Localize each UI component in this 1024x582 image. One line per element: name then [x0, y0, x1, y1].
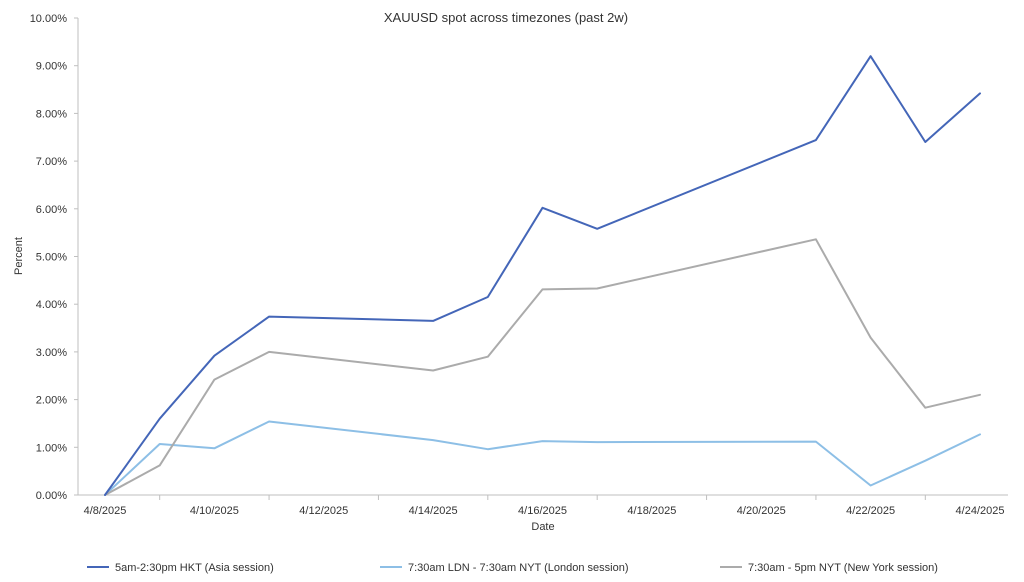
y-tick-label: 8.00%	[36, 108, 67, 120]
x-tick-label: 4/16/2025	[518, 505, 567, 517]
y-tick-label: 0.00%	[36, 490, 67, 502]
legend-label: 5am-2:30pm HKT (Asia session)	[115, 562, 274, 574]
x-tick-label: 4/20/2025	[737, 505, 786, 517]
x-tick-label: 4/22/2025	[846, 505, 895, 517]
y-tick-label: 2.00%	[36, 395, 67, 407]
y-tick-label: 10.00%	[30, 13, 68, 25]
legend-label: 7:30am - 5pm NYT (New York session)	[748, 562, 938, 574]
series-line-2	[104, 238, 981, 496]
y-tick-label: 4.00%	[36, 299, 67, 311]
y-axis-label: Percent	[13, 237, 25, 275]
x-tick-label: 4/8/2025	[84, 505, 127, 517]
x-tick-label: 4/18/2025	[627, 505, 676, 517]
y-tick-label: 3.00%	[36, 347, 67, 359]
y-tick-label: 1.00%	[36, 442, 67, 454]
series-lines	[104, 55, 981, 496]
x-tick-label: 4/24/2025	[956, 505, 1005, 517]
y-tick-label: 9.00%	[36, 61, 67, 73]
y-tick-label: 6.00%	[36, 204, 67, 216]
x-tick-label: 4/10/2025	[190, 505, 239, 517]
y-axis-ticks: 0.00% 1.00% 2.00% 3.00% 4.00% 5.00% 6.00% 7.00%…	[30, 13, 78, 502]
y-tick-label: 7.00%	[36, 156, 67, 168]
x-axis-label: Date	[531, 521, 554, 533]
series-line-1	[104, 420, 981, 496]
x-tick-label: 4/12/2025	[299, 505, 348, 517]
y-tick-label: 5.00%	[36, 252, 67, 264]
legend-label: 7:30am LDN - 7:30am NYT (London session)	[408, 562, 629, 574]
x-tick-label: 4/14/2025	[409, 505, 458, 517]
chart-title: XAUUSD spot across timezones (past 2w)	[384, 10, 628, 25]
series-line-0	[104, 55, 981, 496]
x-axis-ticks: 4/8/2025 4/10/2025 4/12/2025 4/14/2025 4/16/…	[84, 495, 1005, 517]
legend: 5am-2:30pm HKT (Asia session) 7:30am LDN …	[87, 562, 938, 574]
